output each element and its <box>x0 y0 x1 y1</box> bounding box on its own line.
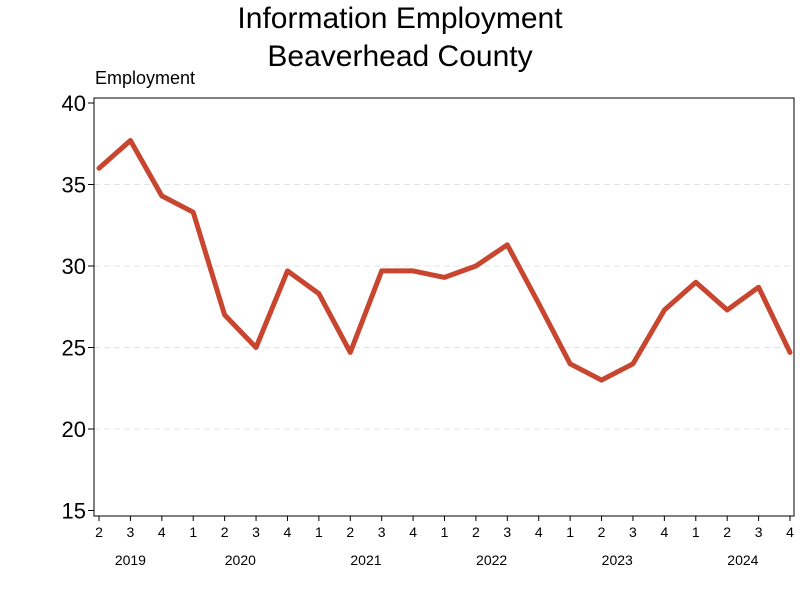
chart-title: Information Employment <box>237 2 563 35</box>
x-tick-label: 2 <box>346 524 354 540</box>
year-label: 2023 <box>602 552 633 568</box>
chart-subtitle: Beaverhead County <box>267 40 533 73</box>
x-tick-label: 3 <box>503 524 511 540</box>
x-tick-label: 4 <box>786 524 794 540</box>
x-tick-label: 4 <box>535 524 543 540</box>
x-tick-label: 1 <box>189 524 197 540</box>
series-group <box>96 138 793 383</box>
year-label: 2024 <box>727 552 758 568</box>
year-label: 2020 <box>225 552 256 568</box>
x-tick-label: 1 <box>441 524 449 540</box>
y-tick-label: 40 <box>62 91 86 116</box>
y-axis: 15 20 25 30 35 40 <box>62 91 94 524</box>
series-line <box>96 138 793 383</box>
x-tick-label: 3 <box>755 524 763 540</box>
gridlines <box>94 184 794 430</box>
x-tick-label: 2 <box>221 524 229 540</box>
x-tick-label: 1 <box>566 524 574 540</box>
x-tick-label: 2 <box>598 524 606 540</box>
plot-frame <box>93 97 795 517</box>
y-tick-label: 25 <box>62 336 86 361</box>
x-tick-label: 3 <box>378 524 386 540</box>
x-tick-label: 3 <box>127 524 135 540</box>
year-label: 2019 <box>115 552 146 568</box>
x-tick-label: 4 <box>660 524 668 540</box>
x-tick-label: 2 <box>95 524 103 540</box>
x-tick-label: 1 <box>692 524 700 540</box>
x-tick-label: 4 <box>409 524 417 540</box>
y-axis-label: Employment <box>95 68 196 88</box>
x-tick-label: 4 <box>284 524 292 540</box>
y-tick-label: 15 <box>62 499 86 524</box>
x-axis: 2 3 4 1 2 3 4 1 2 3 4 1 2 3 4 1 2 3 4 1 2 3 4 2019 2020 2021 2022 2… <box>95 516 794 568</box>
y-tick-label: 35 <box>62 173 86 198</box>
x-tick-label: 3 <box>629 524 637 540</box>
x-tick-label: 4 <box>158 524 166 540</box>
x-tick-label: 2 <box>723 524 731 540</box>
year-label: 2021 <box>350 552 381 568</box>
year-label: 2022 <box>476 552 507 568</box>
x-tick-label: 1 <box>315 524 323 540</box>
x-tick-label: 3 <box>252 524 260 540</box>
y-tick-label: 30 <box>62 254 86 279</box>
x-tick-label: 2 <box>472 524 480 540</box>
y-tick-label: 20 <box>62 417 86 442</box>
